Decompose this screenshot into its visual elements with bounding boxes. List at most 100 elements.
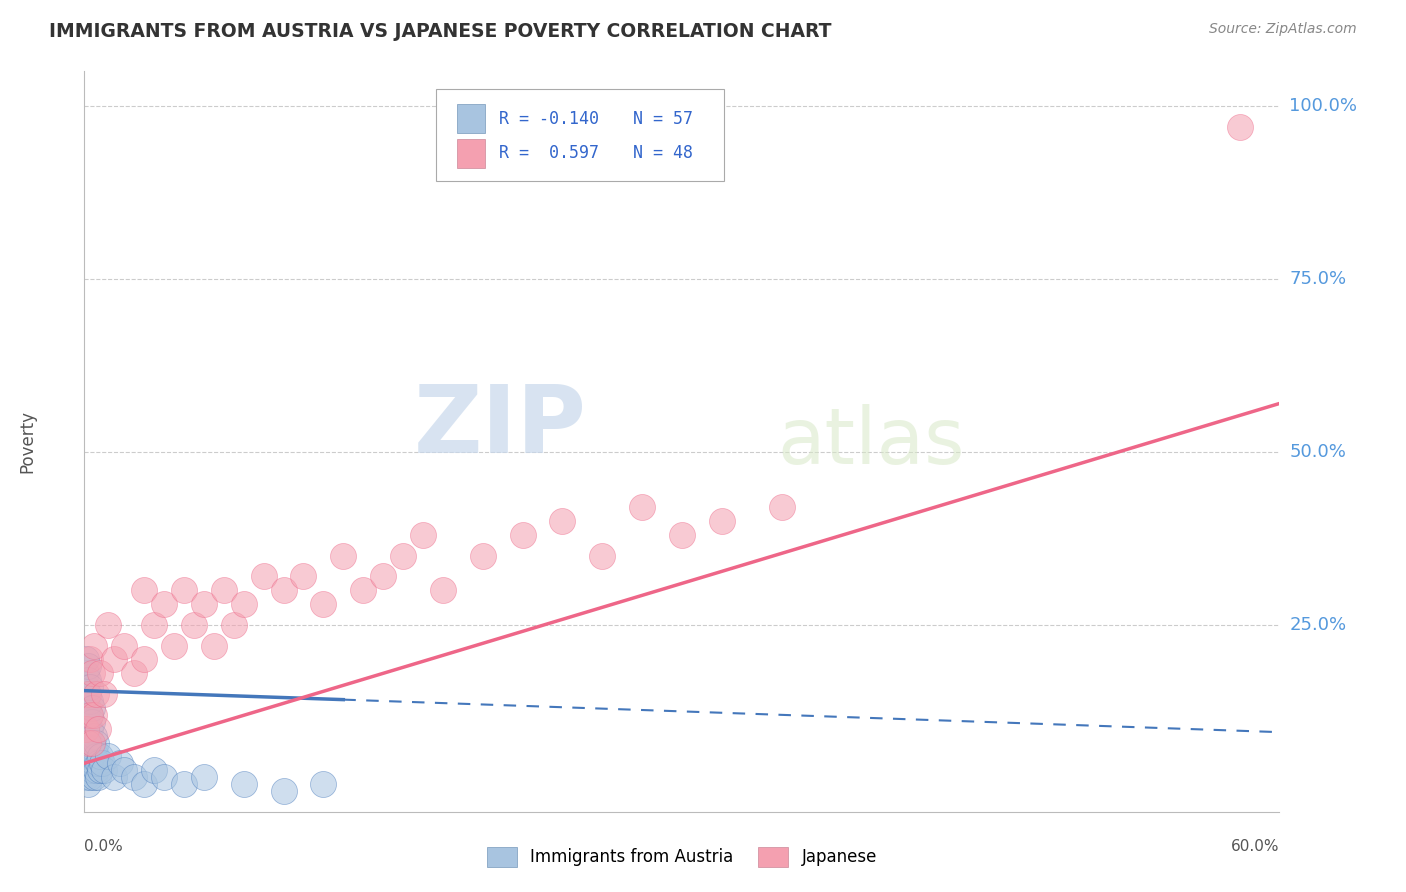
- Point: [82, 701, 104, 715]
- Point: [97, 618, 120, 632]
- Point: [87, 756, 110, 771]
- Point: [163, 639, 186, 653]
- Point: [79, 707, 101, 722]
- Point: [93, 687, 115, 701]
- Point: [112, 763, 135, 777]
- Point: [82, 735, 104, 749]
- Point: [79, 756, 101, 771]
- Point: [93, 763, 115, 777]
- Point: [89, 763, 111, 777]
- Text: 50.0%: 50.0%: [1289, 443, 1347, 461]
- Text: 100.0%: 100.0%: [1289, 97, 1357, 115]
- Point: [77, 777, 100, 791]
- Point: [86, 749, 108, 764]
- Text: N = 57: N = 57: [633, 110, 693, 128]
- Point: [332, 549, 354, 563]
- Point: [83, 639, 105, 653]
- Point: [710, 514, 733, 528]
- Point: [412, 528, 434, 542]
- Point: [77, 749, 100, 764]
- Point: [89, 749, 111, 764]
- Point: [143, 618, 166, 632]
- Point: [512, 528, 534, 542]
- Point: [432, 583, 454, 598]
- Point: [77, 687, 100, 701]
- Point: [153, 770, 176, 784]
- Point: [79, 680, 101, 694]
- Legend: Immigrants from Austria, Japanese: Immigrants from Austria, Japanese: [479, 840, 884, 874]
- Point: [292, 569, 315, 583]
- Point: [373, 569, 395, 583]
- Point: [202, 639, 225, 653]
- Point: [770, 500, 793, 515]
- Point: [83, 756, 105, 771]
- Point: [83, 742, 105, 756]
- Point: [273, 784, 295, 798]
- Point: [1229, 120, 1251, 134]
- Point: [153, 597, 176, 611]
- Point: [83, 770, 105, 784]
- Point: [132, 777, 156, 791]
- Point: [75, 707, 97, 722]
- Point: [77, 735, 100, 749]
- Point: [183, 618, 205, 632]
- Point: [77, 714, 100, 729]
- Point: [671, 528, 693, 542]
- Point: [82, 735, 104, 749]
- Point: [122, 666, 145, 681]
- Point: [312, 777, 335, 791]
- Point: [86, 763, 108, 777]
- Text: Poverty: Poverty: [18, 410, 37, 473]
- Point: [82, 749, 104, 764]
- Point: [253, 569, 276, 583]
- Text: R = -0.140: R = -0.140: [499, 110, 599, 128]
- Point: [91, 756, 114, 771]
- Point: [143, 763, 166, 777]
- Point: [82, 763, 104, 777]
- Point: [103, 770, 125, 784]
- Point: [112, 639, 135, 653]
- Point: [312, 597, 335, 611]
- Point: [79, 742, 101, 756]
- Point: [193, 770, 215, 784]
- Point: [222, 618, 245, 632]
- Point: [352, 583, 374, 598]
- Point: [75, 722, 97, 736]
- Point: [75, 756, 97, 771]
- Text: Source: ZipAtlas.com: Source: ZipAtlas.com: [1209, 22, 1357, 37]
- Point: [392, 549, 415, 563]
- Point: [79, 722, 101, 736]
- Text: ZIP: ZIP: [413, 381, 586, 473]
- Point: [83, 729, 105, 743]
- Point: [87, 722, 110, 736]
- Point: [77, 763, 100, 777]
- Point: [75, 722, 97, 736]
- Point: [82, 666, 104, 681]
- Point: [132, 583, 156, 598]
- Point: [75, 666, 97, 681]
- Point: [86, 687, 108, 701]
- Point: [87, 770, 110, 784]
- Point: [471, 549, 494, 563]
- Text: 25.0%: 25.0%: [1289, 615, 1347, 634]
- Point: [77, 659, 100, 673]
- Point: [79, 694, 101, 708]
- Text: R =  0.597: R = 0.597: [499, 145, 599, 162]
- Point: [173, 777, 195, 791]
- Point: [77, 701, 100, 715]
- Text: atlas: atlas: [778, 403, 965, 480]
- Point: [551, 514, 574, 528]
- Point: [75, 770, 97, 784]
- Point: [232, 597, 254, 611]
- Text: 75.0%: 75.0%: [1289, 270, 1347, 288]
- Point: [173, 583, 195, 598]
- Point: [631, 500, 654, 515]
- Text: IMMIGRANTS FROM AUSTRIA VS JAPANESE POVERTY CORRELATION CHART: IMMIGRANTS FROM AUSTRIA VS JAPANESE POVE…: [49, 22, 832, 41]
- Point: [75, 680, 97, 694]
- Point: [86, 735, 108, 749]
- Point: [97, 749, 120, 764]
- Point: [110, 756, 132, 771]
- Point: [82, 714, 104, 729]
- Point: [193, 597, 215, 611]
- Point: [232, 777, 254, 791]
